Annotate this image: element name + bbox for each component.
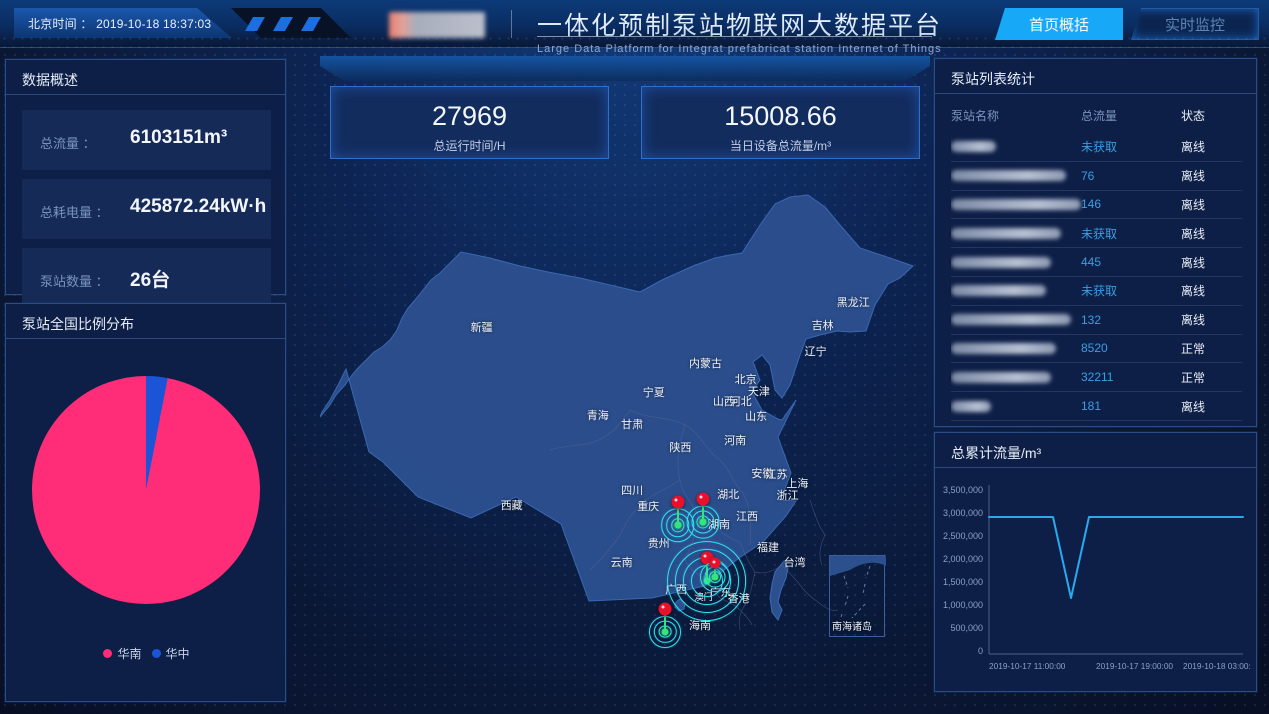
svg-text:0: 0 (978, 646, 983, 656)
svg-text:2019-10-17 19:00:00: 2019-10-17 19:00:00 (1096, 661, 1173, 671)
svg-text:2019-10-18 03:00:00: 2019-10-18 03:00:00 (1183, 661, 1251, 671)
svg-text:3,000,000: 3,000,000 (943, 508, 983, 518)
svg-text:2,000,000: 2,000,000 (943, 554, 983, 564)
svg-text:2019-10-17 11:00:00: 2019-10-17 11:00:00 (989, 661, 1066, 671)
svg-text:2,500,000: 2,500,000 (943, 531, 983, 541)
svg-text:500,000: 500,000 (950, 623, 983, 633)
svg-text:3,500,000: 3,500,000 (943, 485, 983, 495)
svg-text:1,500,000: 1,500,000 (943, 577, 983, 587)
svg-text:1,000,000: 1,000,000 (943, 600, 983, 610)
